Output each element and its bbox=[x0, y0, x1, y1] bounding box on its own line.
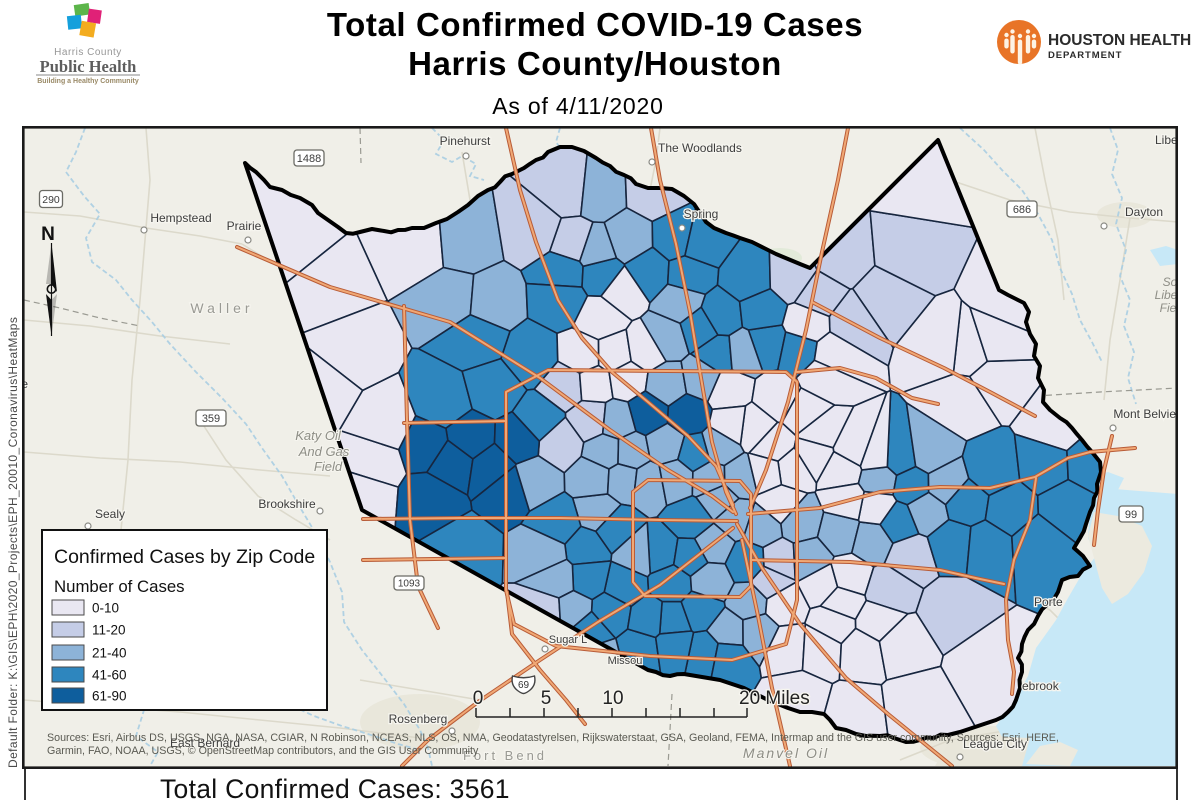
svg-text:0-10: 0-10 bbox=[92, 601, 119, 616]
svg-text:10: 10 bbox=[602, 688, 623, 709]
svg-text:East Bernard: East Bernard bbox=[170, 736, 240, 750]
svg-text:5: 5 bbox=[541, 688, 552, 709]
svg-text:Missou: Missou bbox=[608, 655, 643, 667]
svg-text:Brookshire: Brookshire bbox=[258, 497, 316, 511]
svg-text:99: 99 bbox=[1125, 509, 1137, 521]
svg-text:Rosenberg: Rosenberg bbox=[389, 712, 448, 726]
svg-text:Sources: Esri, Airbus DS, USGS: Sources: Esri, Airbus DS, USGS, NGA, NAS… bbox=[47, 732, 1059, 744]
svg-text:Manvel Oil: Manvel Oil bbox=[743, 745, 829, 761]
svg-text:20 Miles: 20 Miles bbox=[739, 688, 810, 709]
svg-text:Liberty: Liberty bbox=[1155, 133, 1178, 147]
svg-text:Building a Healthy Community: Building a Healthy Community bbox=[37, 78, 139, 85]
svg-text:686: 686 bbox=[1013, 204, 1031, 216]
svg-text:Prairie: Prairie bbox=[227, 219, 262, 233]
svg-text:Sealy: Sealy bbox=[95, 507, 125, 521]
svg-text:Waller: Waller bbox=[190, 300, 253, 316]
svg-text:359: 359 bbox=[202, 413, 220, 425]
svg-text:So: So bbox=[1163, 275, 1178, 289]
svg-text:Mont Belvieu: Mont Belvieu bbox=[1113, 407, 1178, 421]
svg-text:N: N bbox=[41, 224, 55, 245]
svg-text:Liber: Liber bbox=[1155, 288, 1178, 302]
svg-text:11-20: 11-20 bbox=[92, 623, 126, 638]
svg-text:Katy Oil: Katy Oil bbox=[295, 428, 342, 443]
svg-text:Dayton: Dayton bbox=[1125, 205, 1163, 219]
svg-text:League City: League City bbox=[963, 737, 1027, 751]
svg-text:Sugar L: Sugar L bbox=[549, 634, 588, 646]
svg-text:The Woodlands: The Woodlands bbox=[658, 141, 742, 155]
svg-text:Garmin, FAO, NOAA, USGS, © Ope: Garmin, FAO, NOAA, USGS, © OpenStreetMap… bbox=[47, 745, 479, 757]
svg-text:69: 69 bbox=[518, 680, 530, 691]
svg-text:ebrook: ebrook bbox=[1022, 679, 1060, 693]
svg-text:And Gas: And Gas bbox=[298, 444, 350, 459]
svg-text:41-60: 41-60 bbox=[92, 668, 127, 683]
svg-text:Confirmed Cases by Zip Code: Confirmed Cases by Zip Code bbox=[54, 546, 315, 568]
svg-text:21-40: 21-40 bbox=[92, 646, 127, 661]
svg-text:Fort Bend: Fort Bend bbox=[463, 748, 547, 763]
svg-text:HOUSTON HEALTH: HOUSTON HEALTH bbox=[1048, 32, 1191, 49]
svg-text:Harris County: Harris County bbox=[54, 47, 122, 58]
svg-text:1093: 1093 bbox=[398, 579, 421, 590]
svg-text:1488: 1488 bbox=[297, 153, 321, 165]
svg-text:Porte: Porte bbox=[1034, 595, 1063, 609]
svg-text:0: 0 bbox=[473, 688, 484, 709]
svg-text:Pinehurst: Pinehurst bbox=[440, 134, 491, 148]
svg-text:Field: Field bbox=[314, 459, 343, 474]
svg-text:Public Health: Public Health bbox=[40, 57, 137, 76]
svg-text:290: 290 bbox=[42, 194, 60, 206]
svg-text:Spring: Spring bbox=[684, 207, 719, 221]
svg-text:Hempstead: Hempstead bbox=[150, 211, 211, 225]
svg-text:Fie: Fie bbox=[1160, 301, 1177, 315]
svg-text:61-90: 61-90 bbox=[92, 689, 127, 704]
svg-text:Number of Cases: Number of Cases bbox=[54, 577, 185, 596]
svg-text:DEPARTMENT: DEPARTMENT bbox=[1048, 50, 1122, 61]
